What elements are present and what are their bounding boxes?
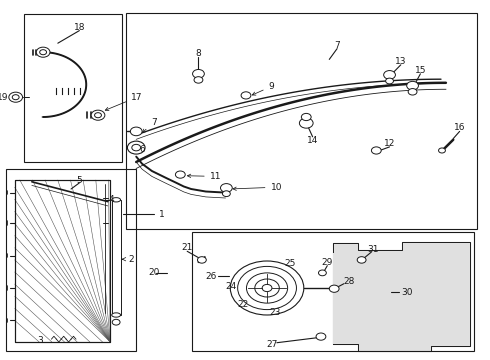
Circle shape xyxy=(386,78,393,84)
Text: 24: 24 xyxy=(226,282,237,291)
Text: 13: 13 xyxy=(395,57,407,66)
Text: 11: 11 xyxy=(187,172,221,181)
Circle shape xyxy=(40,50,47,55)
Text: 5: 5 xyxy=(76,176,82,185)
Text: 20: 20 xyxy=(148,269,159,277)
Circle shape xyxy=(255,279,279,297)
Text: 19: 19 xyxy=(0,93,9,102)
Bar xyxy=(192,232,474,351)
Text: 21: 21 xyxy=(181,243,193,252)
Bar xyxy=(15,180,110,342)
Text: 3: 3 xyxy=(37,336,43,345)
Bar xyxy=(126,13,477,229)
Circle shape xyxy=(407,81,418,90)
Bar xyxy=(112,200,121,315)
Text: 18: 18 xyxy=(74,22,85,31)
Ellipse shape xyxy=(112,313,121,317)
Circle shape xyxy=(357,257,366,263)
Circle shape xyxy=(241,92,251,99)
Circle shape xyxy=(9,92,23,102)
Circle shape xyxy=(127,141,145,154)
Ellipse shape xyxy=(112,198,121,202)
Text: 14: 14 xyxy=(307,136,318,145)
Circle shape xyxy=(329,285,339,292)
Circle shape xyxy=(318,270,326,276)
Circle shape xyxy=(238,266,296,310)
Text: 6: 6 xyxy=(140,145,146,154)
Circle shape xyxy=(384,71,395,79)
Circle shape xyxy=(132,144,141,151)
Text: 2: 2 xyxy=(122,255,134,264)
Text: 16: 16 xyxy=(454,123,465,132)
Circle shape xyxy=(95,113,101,118)
Circle shape xyxy=(112,319,120,325)
Text: 23: 23 xyxy=(270,308,281,317)
Text: 7: 7 xyxy=(334,40,340,49)
Circle shape xyxy=(220,184,232,192)
Bar xyxy=(15,180,110,342)
Circle shape xyxy=(371,147,381,154)
Text: 10: 10 xyxy=(233,183,282,192)
Circle shape xyxy=(193,69,204,78)
Text: 12: 12 xyxy=(384,139,395,148)
Text: 4: 4 xyxy=(109,195,115,204)
Text: 30: 30 xyxy=(401,288,412,297)
Text: 26: 26 xyxy=(205,272,217,281)
Circle shape xyxy=(222,191,230,197)
Circle shape xyxy=(197,257,206,263)
Circle shape xyxy=(408,89,417,95)
Text: 17: 17 xyxy=(105,93,143,111)
Text: 28: 28 xyxy=(343,277,355,286)
Text: 29: 29 xyxy=(321,258,333,266)
Circle shape xyxy=(262,284,272,292)
Text: 15: 15 xyxy=(415,66,426,75)
Circle shape xyxy=(175,171,185,178)
Circle shape xyxy=(130,127,142,136)
Circle shape xyxy=(301,113,311,121)
Text: 27: 27 xyxy=(266,341,278,349)
Circle shape xyxy=(246,273,288,303)
Bar xyxy=(24,14,122,162)
Text: 22: 22 xyxy=(237,300,248,309)
Circle shape xyxy=(299,118,313,128)
Circle shape xyxy=(194,77,203,83)
Circle shape xyxy=(316,333,326,340)
Text: 7: 7 xyxy=(143,118,157,132)
Circle shape xyxy=(12,95,19,100)
Text: 8: 8 xyxy=(196,49,201,58)
Circle shape xyxy=(230,261,304,315)
Bar xyxy=(6,169,136,351)
Circle shape xyxy=(36,47,50,57)
Polygon shape xyxy=(333,242,470,351)
Circle shape xyxy=(91,110,105,120)
Text: 31: 31 xyxy=(368,245,379,253)
Text: 25: 25 xyxy=(284,259,296,268)
Circle shape xyxy=(439,148,445,153)
Text: 1: 1 xyxy=(159,210,165,219)
Text: 9: 9 xyxy=(252,82,274,95)
